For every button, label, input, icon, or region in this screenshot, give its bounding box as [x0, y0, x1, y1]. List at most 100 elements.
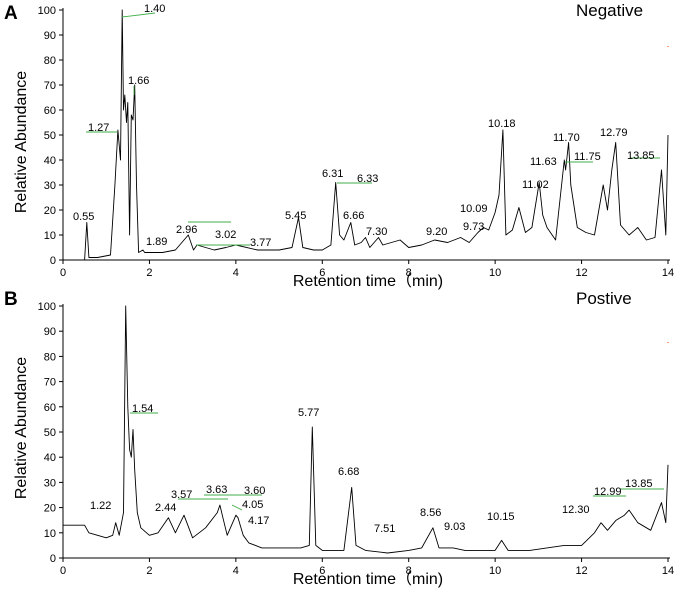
peak-label-a: 12.79	[600, 127, 628, 139]
y-tick-label: 20	[44, 503, 56, 515]
panel-a-letter: A	[4, 3, 18, 24]
peak-label-a: 13.85	[627, 150, 655, 162]
peak-label-b: 4.05	[242, 499, 263, 511]
peak-label-a: 11.63	[530, 156, 557, 168]
x-tick-label: 14	[662, 565, 674, 577]
panel-b-leader-lines	[130, 412, 664, 511]
peak-label-a: 10.09	[460, 203, 488, 215]
y-tick-label: 0	[50, 553, 56, 565]
panel-b-edge-mark	[667, 342, 669, 343]
peak-label-b: 1.22	[90, 500, 111, 512]
y-tick-label: 50	[44, 130, 56, 142]
x-tick-label: 0	[60, 267, 66, 279]
peak-label-a: 1.27	[88, 122, 109, 134]
peak-label-b: 4.17	[248, 515, 269, 527]
panel-b-x-axis-label: Retention time（min)	[293, 570, 443, 588]
peak-label-a: 3.02	[215, 229, 236, 241]
y-tick-label: 90	[44, 326, 56, 338]
y-tick-label: 30	[44, 477, 56, 489]
y-tick-label: 40	[44, 155, 56, 167]
panel-a-y-axis-label: Relative Abundance	[13, 71, 30, 213]
y-tick-label: 50	[44, 427, 56, 439]
panel-b-peak-labels: 1.22 1.54 2.44 3.57 3.63 3.60 4.05 4.17 …	[90, 403, 653, 535]
y-tick-label: 0	[50, 255, 56, 267]
y-tick-label: 70	[44, 377, 56, 389]
panel-a-axes	[62, 8, 670, 261]
panel-b-y-axis-label: Relative Abundance	[13, 357, 30, 499]
panel-a-negative: A Negative Relative Abundance Retention …	[4, 1, 674, 290]
peak-label-a: 6.31	[322, 168, 343, 180]
peak-label-a: 11.75	[574, 151, 601, 163]
y-tick-label: 60	[44, 105, 56, 117]
panel-b-ticks: 0 10 20 30 40 50 60 70 80 90 100 0 2 4 6 8 10 12 14	[38, 301, 674, 577]
x-tick-label: 10	[489, 565, 501, 577]
peak-label-a: 3.77	[250, 237, 271, 249]
panel-b-positive: B Postive Relative Abundance Retention t…	[4, 289, 674, 588]
y-tick-label: 20	[44, 205, 56, 217]
panel-b-chromatogram-line	[63, 305, 669, 554]
y-tick-label: 10	[44, 528, 56, 540]
leader-b-4.05	[231, 504, 243, 511]
peak-label-a: 9.73	[463, 221, 484, 233]
panel-a-edge-mark	[667, 46, 669, 47]
panel-a-trace-group	[63, 9, 669, 261]
y-tick-label: 30	[44, 180, 56, 192]
peak-label-a: 7.30	[366, 226, 387, 238]
peak-label-b: 8.56	[420, 507, 441, 519]
x-tick-label: 2	[146, 565, 152, 577]
peak-label-b: 3.57	[171, 489, 192, 501]
peak-label-a: 10.18	[488, 118, 516, 130]
peak-label-b: 6.68	[338, 466, 359, 478]
y-tick-label: 80	[44, 55, 56, 67]
x-tick-label: 12	[575, 267, 587, 279]
panel-b-ion-mode: Postive	[576, 289, 632, 308]
x-tick-label: 14	[662, 267, 674, 279]
peak-label-b: 12.99	[594, 486, 622, 498]
peak-label-b: 10.15	[487, 511, 515, 523]
peak-label-b: 13.85	[625, 478, 653, 490]
peak-label-b: 3.60	[244, 485, 265, 497]
peak-label-a: 0.55	[73, 211, 94, 223]
panel-a-peak-labels: 0.55 1.27 1.40 1.66 1.89 2.96 3.02 3.77 …	[73, 3, 655, 249]
x-tick-label: 0	[60, 565, 66, 577]
y-tick-label: 60	[44, 402, 56, 414]
x-tick-label: 8	[406, 565, 412, 577]
peak-label-b: 12.30	[562, 504, 590, 516]
y-tick-label: 40	[44, 452, 56, 464]
leader-a-1.40	[121, 12, 156, 18]
x-tick-label: 12	[575, 565, 587, 577]
peak-label-b: 7.51	[374, 523, 395, 535]
panel-a-ticks: 0 10 20 30 40 50 60 70 80 90 100 0 2 4 6 8 10 12 14	[38, 5, 674, 279]
peak-label-a: 2.96	[176, 224, 197, 236]
peak-label-b: 1.54	[132, 403, 153, 415]
peak-label-a: 11.02	[522, 179, 549, 191]
peak-label-a: 1.66	[128, 75, 149, 87]
panel-a-leader-lines	[86, 12, 660, 246]
peak-label-a: 1.40	[144, 3, 165, 15]
peak-label-a: 11.70	[553, 132, 580, 144]
y-tick-label: 70	[44, 80, 56, 92]
peak-label-a: 5.45	[285, 210, 306, 222]
x-tick-label: 4	[233, 565, 239, 577]
panel-b-axes	[62, 304, 670, 559]
y-tick-label: 80	[44, 351, 56, 363]
y-tick-label: 10	[44, 230, 56, 242]
peak-label-a: 1.89	[146, 236, 167, 248]
y-tick-label: 100	[38, 5, 56, 17]
peak-label-b: 3.63	[206, 484, 227, 496]
y-tick-label: 90	[44, 30, 56, 42]
panel-b-letter: B	[4, 289, 18, 310]
peak-label-b: 9.03	[444, 521, 465, 533]
peak-label-b: 2.44	[155, 502, 176, 514]
x-tick-label: 6	[319, 267, 325, 279]
peak-label-a: 6.33	[357, 173, 378, 185]
x-tick-label: 10	[489, 267, 501, 279]
peak-label-a: 6.66	[343, 210, 364, 222]
panel-a-chromatogram-line	[63, 9, 669, 261]
x-tick-label: 2	[146, 267, 152, 279]
panel-a-ion-mode: Negative	[576, 1, 643, 20]
peak-label-a: 9.20	[426, 226, 447, 238]
y-tick-label: 100	[38, 301, 56, 313]
x-tick-label: 6	[319, 565, 325, 577]
